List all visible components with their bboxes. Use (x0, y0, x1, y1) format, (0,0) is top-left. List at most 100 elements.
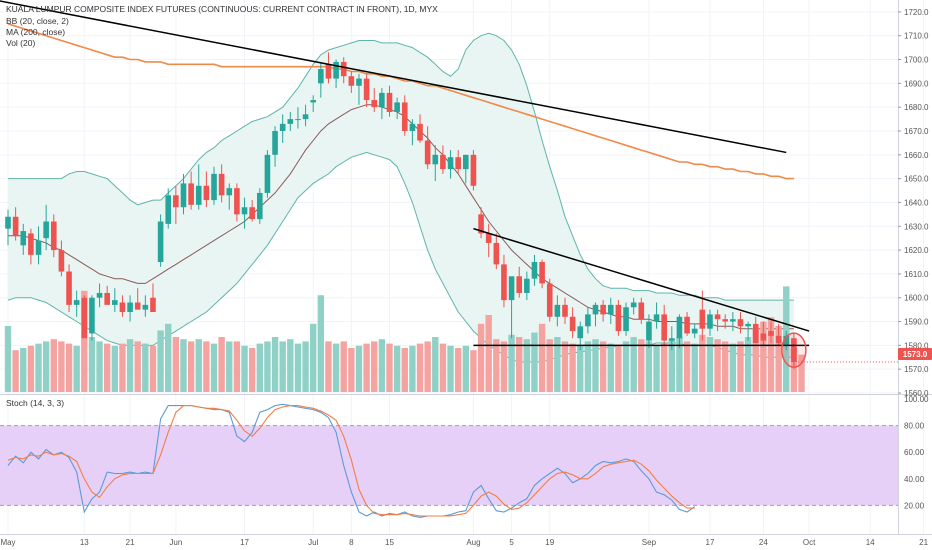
candle-body (485, 233, 492, 243)
time-tick-label: Jul (308, 538, 318, 547)
volume-bar (592, 339, 599, 392)
stoch-d-line (7, 405, 695, 517)
candle-body (722, 319, 729, 322)
candle-body (188, 183, 194, 205)
time-tick-label: 15 (385, 538, 394, 547)
time-tick-label: 8 (349, 538, 354, 547)
candle-body (424, 140, 431, 165)
volume-bar (508, 334, 515, 392)
candle-body (58, 250, 65, 272)
volume-bar (523, 339, 531, 392)
volume-bar (630, 337, 637, 392)
volume-bar (561, 341, 569, 392)
stoch-tick-label: 20.00 (904, 501, 925, 510)
volume-bar (714, 339, 721, 392)
price-tick-label: 1560.0 (904, 389, 929, 398)
indicator-ma: MA (200, close) (6, 27, 65, 37)
volume-bar (142, 343, 149, 392)
stoch-tick-label: 40.00 (904, 475, 925, 484)
volume-bar (165, 323, 172, 392)
price-tick-label: 1660.0 (904, 151, 929, 160)
volume-bar (103, 343, 111, 392)
volume-bar (622, 341, 630, 392)
ma200-path (7, 23, 794, 180)
volume-bar (50, 339, 57, 392)
price-tick-label: 1620.0 (904, 246, 929, 255)
candle-body (752, 323, 759, 343)
candle-body (272, 131, 278, 155)
volume-bar (195, 339, 202, 392)
trendlines (0, 0, 898, 368)
candle-body (43, 221, 49, 239)
volume-bar (607, 343, 614, 392)
time-tick-label: Jun (169, 538, 182, 547)
time-tick-label: May (0, 538, 15, 547)
time-tick-label: 19 (545, 538, 554, 547)
volume-bar (180, 339, 187, 392)
stochastic-pane (0, 394, 932, 518)
price-badge-bg (898, 348, 932, 360)
candle-body (760, 333, 767, 341)
candle-body (28, 233, 34, 255)
price-tick-label: 1630.0 (904, 222, 929, 231)
candle-body (730, 319, 736, 322)
volume-bar (767, 317, 775, 392)
volume-bar (706, 337, 714, 392)
candle-body (295, 119, 301, 121)
volume-bar (462, 345, 469, 392)
candle-body (356, 78, 362, 86)
price-tick-label: 1610.0 (904, 270, 929, 279)
candle-body (470, 154, 477, 186)
volume-bar (256, 343, 263, 392)
time-tick-label: 24 (759, 538, 768, 547)
volume-bar (737, 341, 744, 392)
volume-bar (653, 345, 660, 392)
volume-bar (416, 343, 424, 392)
volume-bar (332, 343, 340, 392)
volume-bar (485, 315, 492, 392)
candle-body (791, 338, 797, 363)
candle-body (264, 154, 271, 193)
volume-bar (386, 343, 393, 392)
volume-bar (470, 350, 477, 392)
volume-bar (42, 341, 50, 392)
time-tick-label: 5 (509, 538, 514, 547)
candle-body (501, 264, 507, 301)
candle-body (653, 314, 660, 322)
candle-body (363, 78, 370, 101)
volume-bar (310, 323, 317, 392)
candle-body (394, 102, 400, 112)
volume-bar (577, 345, 584, 392)
volume-bar (348, 348, 355, 392)
stoch-label: Stoch (14, 3, 3) (6, 398, 64, 408)
candle-body (569, 316, 576, 332)
volume-bar (73, 345, 80, 392)
candle-body (211, 173, 217, 201)
candle-body (615, 304, 622, 332)
volume-bar (569, 343, 576, 392)
volume-bar (20, 348, 27, 392)
chart-title: KUALA LUMPUR COMPOSITE INDEX FUTURES (CO… (6, 4, 438, 14)
volume-bar (210, 343, 218, 392)
candle-body (386, 92, 393, 112)
candle-body (737, 319, 744, 327)
volume-bar (241, 345, 248, 392)
candle-body (279, 123, 286, 131)
candle-body (195, 185, 202, 205)
volume-bar (287, 339, 294, 392)
candle-body (150, 297, 156, 313)
candle-body (676, 316, 683, 339)
volume-bar (65, 343, 73, 392)
volume-bar (355, 345, 363, 392)
candle-body (554, 304, 561, 317)
volume-bar (691, 343, 698, 392)
candle-body (493, 242, 500, 265)
volume-bar (203, 341, 210, 392)
time-tick-label: 17 (240, 538, 249, 547)
candle-body (455, 157, 461, 170)
volume-bar (645, 341, 653, 392)
candle-body (20, 231, 27, 246)
volume-bar (12, 350, 19, 392)
candle-body (35, 240, 42, 255)
